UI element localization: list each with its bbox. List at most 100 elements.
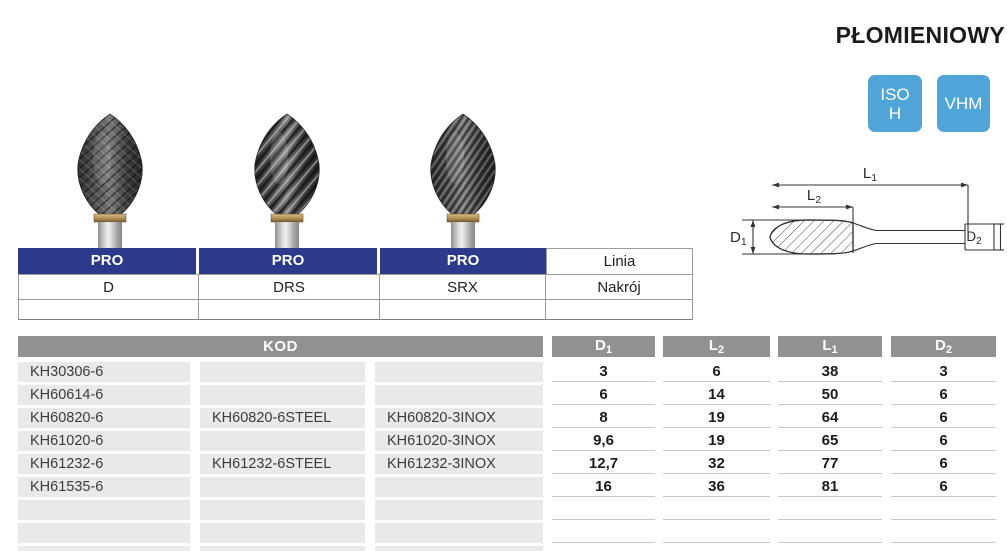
table-row bbox=[18, 546, 996, 551]
value-cell: 77 bbox=[778, 454, 882, 474]
blank-row bbox=[18, 299, 693, 320]
code-cell bbox=[375, 477, 543, 497]
code-cell: KH61232-6 bbox=[18, 454, 190, 474]
blank-cell bbox=[18, 299, 199, 320]
table-row: KH61535-6 16 36 81 6 bbox=[18, 477, 996, 497]
diagram-label-d1: D1 bbox=[730, 229, 747, 248]
code-cell bbox=[18, 500, 190, 520]
value-cell bbox=[663, 523, 770, 543]
code-cell bbox=[375, 546, 543, 551]
spec-rows: KH30306-6 3 6 38 3 KH60614-6 6 14 50 6 KH60820-6 KH… bbox=[18, 362, 996, 551]
dim-header-d1: D1 bbox=[552, 336, 655, 357]
burr-steel-cut-photo bbox=[254, 113, 320, 248]
blank-cell bbox=[199, 299, 380, 320]
pro-header-cell: PRO bbox=[199, 248, 380, 274]
iso-h-badge: ISO H bbox=[868, 75, 922, 132]
table-row: KH61232-6 KH61232-6STEEL KH61232-3INOX 12,7… bbox=[18, 454, 996, 474]
linia-header-cell: Linia bbox=[546, 248, 693, 274]
value-cell: 6 bbox=[891, 385, 996, 405]
value-cell: 19 bbox=[663, 431, 770, 451]
spec-table: KOD D1 L2 L1 D2 KH30306-6 3 6 38 3 KH60614-6 6… bbox=[18, 336, 996, 551]
value-cell: 16 bbox=[552, 477, 655, 497]
diagram-label-d2: D2 bbox=[966, 229, 982, 247]
value-cell: 6 bbox=[891, 454, 996, 474]
code-cell bbox=[200, 523, 365, 543]
value-cell bbox=[778, 500, 882, 520]
code-cell: KH61232-3INOX bbox=[375, 454, 543, 474]
table-row bbox=[18, 523, 996, 543]
code-cell bbox=[375, 523, 543, 543]
code-cell: KH60820-3INOX bbox=[375, 408, 543, 428]
value-cell bbox=[778, 546, 882, 551]
value-cell: 14 bbox=[663, 385, 770, 405]
vhm-badge: VHM bbox=[937, 75, 990, 132]
variant-cell-nakroj: Nakrój bbox=[546, 274, 693, 299]
variant-row: D DRS SRX Nakrój bbox=[18, 274, 693, 299]
code-cell bbox=[18, 546, 190, 551]
pro-table: PRO PRO PRO Linia D DRS SRX Nakrój bbox=[18, 248, 693, 320]
value-cell: 8 bbox=[552, 408, 655, 428]
blank-cell bbox=[546, 299, 693, 320]
value-cell bbox=[552, 523, 655, 543]
burr-double-cut-photo bbox=[77, 113, 143, 248]
value-cell: 3 bbox=[891, 362, 996, 382]
dimension-diagram: L1 L2 D1 D2 bbox=[730, 165, 1004, 255]
value-cell: 6 bbox=[663, 362, 770, 382]
code-cell bbox=[200, 431, 365, 451]
code-cell: KH60820-6STEEL bbox=[200, 408, 365, 428]
code-cell bbox=[18, 523, 190, 543]
value-cell: 81 bbox=[778, 477, 882, 497]
table-row: KH60820-6 KH60820-6STEEL KH60820-3INOX 8 19 6… bbox=[18, 408, 996, 428]
burr-inox-cut-photo bbox=[430, 113, 496, 248]
code-cell bbox=[375, 362, 543, 382]
dim-header-l1: L1 bbox=[778, 336, 882, 357]
page-title: PŁOMIENIOWY bbox=[835, 22, 1005, 48]
value-cell bbox=[663, 546, 770, 551]
table-row: KH60614-6 6 14 50 6 bbox=[18, 385, 996, 405]
variant-cell-srx: SRX bbox=[380, 274, 546, 299]
diagram-label-l1: L1 bbox=[863, 165, 877, 184]
pro-header-cell: PRO bbox=[380, 248, 546, 274]
value-cell: 32 bbox=[663, 454, 770, 474]
code-cell: KH61232-6STEEL bbox=[200, 454, 365, 474]
value-cell: 9,6 bbox=[552, 431, 655, 451]
kod-header: KOD bbox=[18, 336, 543, 357]
diagram-label-l2: L2 bbox=[807, 187, 821, 206]
variant-cell-d: D bbox=[18, 274, 199, 299]
dim-header-d2: D2 bbox=[891, 336, 996, 357]
value-cell bbox=[552, 500, 655, 520]
value-cell: 6 bbox=[552, 385, 655, 405]
code-cell: KH61535-6 bbox=[18, 477, 190, 497]
code-cell: KH61020-6 bbox=[18, 431, 190, 451]
value-cell: 12,7 bbox=[552, 454, 655, 474]
pro-header-row: PRO PRO PRO Linia bbox=[18, 248, 693, 274]
table-row: KH30306-6 3 6 38 3 bbox=[18, 362, 996, 382]
value-cell: 64 bbox=[778, 408, 882, 428]
vhm-badge-label: VHM bbox=[944, 94, 983, 113]
value-cell bbox=[552, 546, 655, 551]
value-cell bbox=[778, 523, 882, 543]
table-row bbox=[18, 500, 996, 520]
code-cell bbox=[200, 500, 365, 520]
code-cell bbox=[375, 385, 543, 405]
value-cell: 19 bbox=[663, 408, 770, 428]
value-cell: 36 bbox=[663, 477, 770, 497]
value-cell: 65 bbox=[778, 431, 882, 451]
pro-header-cell: PRO bbox=[18, 248, 199, 274]
value-cell bbox=[891, 523, 996, 543]
iso-badge-line2: H bbox=[888, 103, 902, 123]
value-cell bbox=[891, 546, 996, 551]
dim-header-l2: L2 bbox=[663, 336, 770, 357]
value-cell bbox=[891, 500, 996, 520]
code-cell bbox=[200, 546, 365, 551]
code-cell bbox=[200, 362, 365, 382]
blank-cell bbox=[380, 299, 546, 320]
value-cell: 6 bbox=[891, 477, 996, 497]
spec-table-header: KOD D1 L2 L1 D2 bbox=[18, 336, 996, 357]
code-cell: KH61020-3INOX bbox=[375, 431, 543, 451]
code-cell: KH60820-6 bbox=[18, 408, 190, 428]
variant-cell-drs: DRS bbox=[199, 274, 380, 299]
value-cell bbox=[663, 500, 770, 520]
code-cell: KH60614-6 bbox=[18, 385, 190, 405]
value-cell: 38 bbox=[778, 362, 882, 382]
